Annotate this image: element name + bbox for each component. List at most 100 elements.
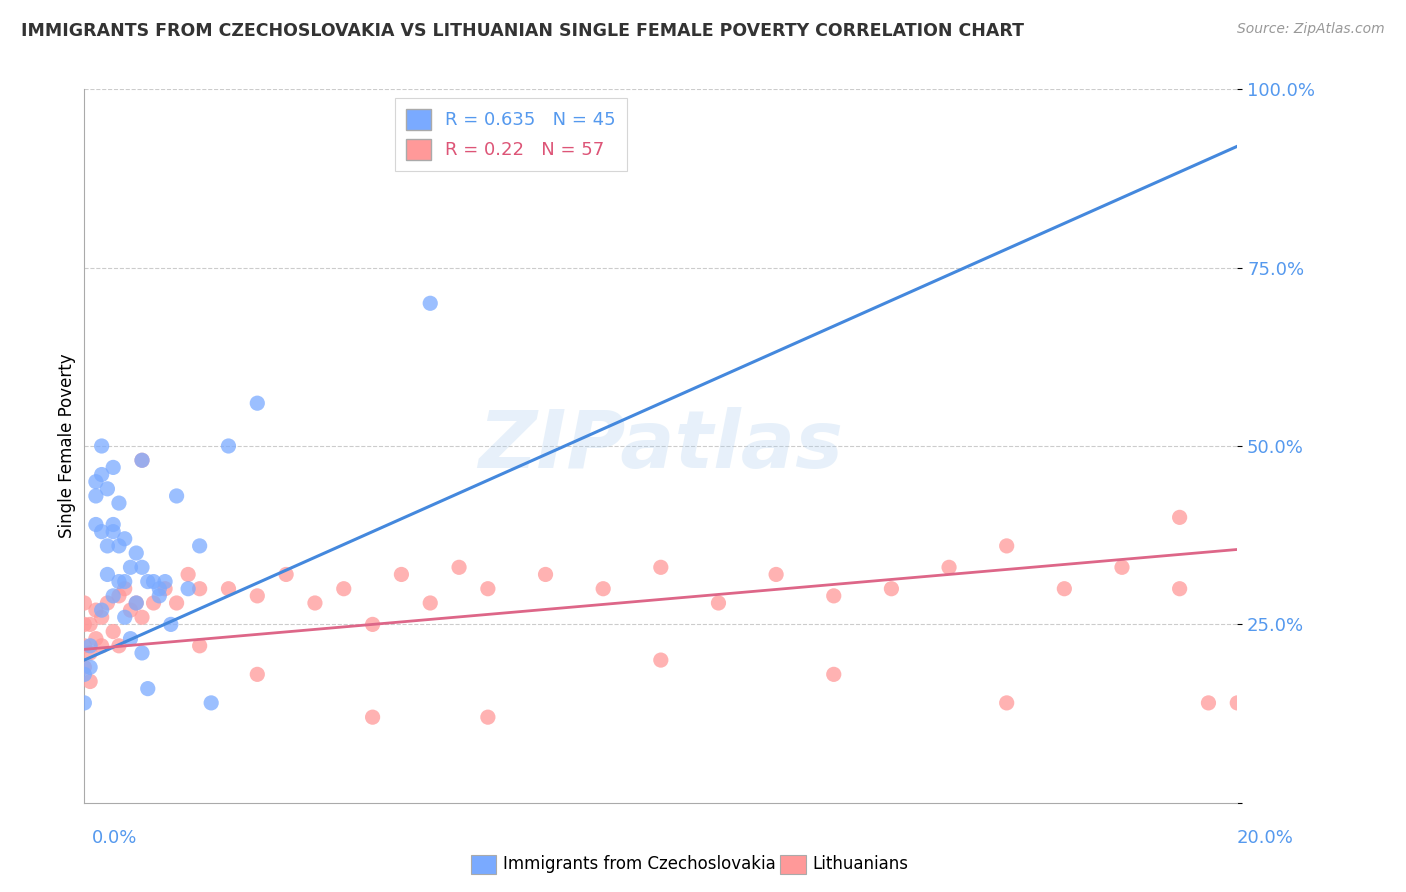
Point <box>103 589 124 603</box>
Point <box>188 639 211 653</box>
Point <box>188 539 211 553</box>
Point <box>650 653 672 667</box>
Point <box>200 696 222 710</box>
Point <box>1111 560 1133 574</box>
Point <box>995 696 1018 710</box>
Point <box>84 632 107 646</box>
Point <box>153 574 176 589</box>
Point <box>592 582 614 596</box>
Point <box>142 574 165 589</box>
Point <box>148 582 170 596</box>
Point <box>108 639 131 653</box>
Point <box>84 603 107 617</box>
Point <box>96 596 118 610</box>
Point <box>73 660 96 674</box>
Point <box>103 460 124 475</box>
Text: IMMIGRANTS FROM CZECHOSLOVAKIA VS LITHUANIAN SINGLE FEMALE POVERTY CORRELATION C: IMMIGRANTS FROM CZECHOSLOVAKIA VS LITHUA… <box>21 22 1024 40</box>
Point <box>108 574 131 589</box>
Point <box>114 574 136 589</box>
Text: Immigrants from Czechoslovakia: Immigrants from Czechoslovakia <box>503 855 776 873</box>
Point <box>419 296 441 310</box>
Point <box>823 667 845 681</box>
Point <box>1198 696 1220 710</box>
Point <box>131 453 153 467</box>
Point <box>96 482 118 496</box>
Point <box>79 660 101 674</box>
Point <box>108 539 131 553</box>
Point <box>218 439 240 453</box>
Point <box>177 582 200 596</box>
Point <box>90 439 112 453</box>
Point <box>108 496 131 510</box>
Point <box>84 475 107 489</box>
Point <box>477 582 499 596</box>
Point <box>90 524 112 539</box>
Text: Source: ZipAtlas.com: Source: ZipAtlas.com <box>1237 22 1385 37</box>
Point <box>103 524 124 539</box>
Point <box>995 539 1018 553</box>
Point <box>361 617 384 632</box>
Point <box>419 596 441 610</box>
Point <box>650 560 672 574</box>
Point <box>114 532 136 546</box>
Point <box>148 589 170 603</box>
Point <box>765 567 787 582</box>
Point <box>1053 582 1076 596</box>
Point <box>1168 582 1191 596</box>
Point <box>120 560 142 574</box>
Point <box>125 596 148 610</box>
Point <box>160 617 183 632</box>
Point <box>136 574 159 589</box>
Point <box>1226 696 1249 710</box>
Point <box>84 517 107 532</box>
Point <box>120 603 142 617</box>
Point <box>73 596 96 610</box>
Point <box>276 567 298 582</box>
Point <box>79 646 101 660</box>
Point <box>218 582 240 596</box>
Point <box>188 582 211 596</box>
Point <box>125 546 148 560</box>
Text: Lithuanians: Lithuanians <box>813 855 908 873</box>
Point <box>96 539 118 553</box>
Point <box>1168 510 1191 524</box>
Point <box>96 567 118 582</box>
Point <box>84 489 107 503</box>
Point <box>131 560 153 574</box>
Point <box>166 489 188 503</box>
Point <box>79 639 101 653</box>
Point <box>90 610 112 624</box>
Point <box>73 696 96 710</box>
Point <box>938 560 960 574</box>
Point <box>823 589 845 603</box>
Point <box>142 596 165 610</box>
Point <box>136 681 159 696</box>
Point <box>333 582 356 596</box>
Point <box>166 596 188 610</box>
Point <box>79 617 101 632</box>
Point <box>90 467 112 482</box>
Point <box>153 582 176 596</box>
Y-axis label: Single Female Poverty: Single Female Poverty <box>58 354 76 538</box>
Point <box>73 617 96 632</box>
Point <box>73 667 96 681</box>
Point <box>246 589 269 603</box>
Point <box>131 646 153 660</box>
Point <box>304 596 326 610</box>
Point <box>131 453 153 467</box>
Point <box>90 603 112 617</box>
Point <box>477 710 499 724</box>
Point <box>707 596 730 610</box>
Point <box>114 610 136 624</box>
Point <box>391 567 413 582</box>
Point <box>103 517 124 532</box>
Point <box>449 560 471 574</box>
Point <box>125 596 148 610</box>
Point <box>246 667 269 681</box>
Point <box>90 639 112 653</box>
Point <box>246 396 269 410</box>
Text: 0.0%: 0.0% <box>91 829 136 847</box>
Point <box>103 624 124 639</box>
Point <box>108 589 131 603</box>
Point <box>79 674 101 689</box>
